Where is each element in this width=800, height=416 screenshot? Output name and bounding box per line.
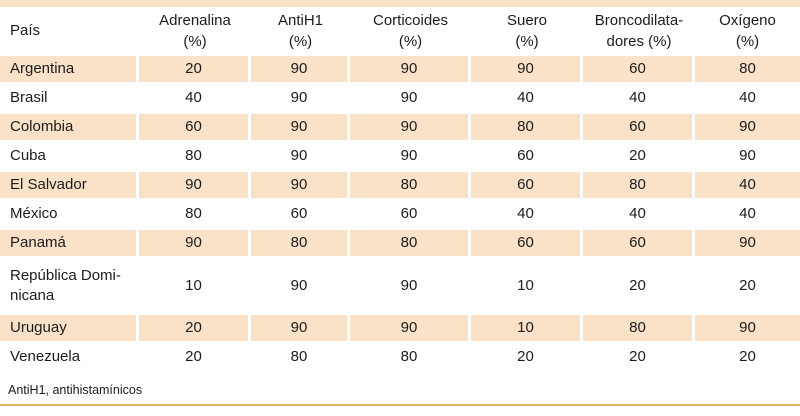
table-header: País Adrenalina (%) AntiH1 (%) Corticoides … [0, 7, 800, 56]
table-row: Panamá 90 80 80 60 60 90 [0, 230, 800, 259]
value-cell: 60 [251, 201, 350, 230]
value-cell: 20 [695, 344, 800, 373]
table-row: Argentina 20 90 90 90 60 80 [0, 56, 800, 85]
value-cell: 90 [695, 230, 800, 259]
value-cell: 80 [350, 344, 471, 373]
column-header-antih1: AntiH1 (%) [251, 7, 350, 56]
value-cell: 80 [695, 56, 800, 85]
value-cell: 60 [139, 114, 251, 143]
value-cell: 10 [471, 315, 583, 344]
country-cell: República Domi- nicana [0, 259, 139, 315]
value-cell: 40 [695, 172, 800, 201]
value-cell: 60 [583, 114, 695, 143]
value-cell: 80 [471, 114, 583, 143]
footnote: AntiH1, antihistamínicos [8, 383, 143, 397]
value-cell: 90 [251, 143, 350, 172]
value-cell: 90 [695, 143, 800, 172]
country-cell: Uruguay [0, 315, 139, 344]
top-accent-band [0, 0, 800, 7]
value-cell: 80 [251, 344, 350, 373]
bottom-rule [0, 404, 800, 406]
value-cell: 60 [583, 230, 695, 259]
value-cell: 90 [139, 172, 251, 201]
column-header-oxigeno: Oxígeno (%) [695, 7, 800, 56]
value-cell: 20 [583, 259, 695, 315]
value-cell: 90 [350, 315, 471, 344]
value-cell: 20 [139, 56, 251, 85]
value-cell: 90 [350, 114, 471, 143]
column-header-pais: País [0, 7, 139, 56]
country-cell: Argentina [0, 56, 139, 85]
table-row: República Domi- nicana 10 90 90 10 20 20 [0, 259, 800, 315]
value-cell: 80 [350, 172, 471, 201]
value-cell: 60 [471, 230, 583, 259]
value-cell: 90 [695, 315, 800, 344]
country-cell: México [0, 201, 139, 230]
table-row: El Salvador 90 90 80 60 80 40 [0, 172, 800, 201]
treatment-table: País Adrenalina (%) AntiH1 (%) Corticoides … [0, 7, 800, 373]
value-cell: 90 [251, 172, 350, 201]
country-cell: Cuba [0, 143, 139, 172]
value-cell: 20 [695, 259, 800, 315]
value-cell: 90 [350, 85, 471, 114]
table-row: Venezuela 20 80 80 20 20 20 [0, 344, 800, 373]
country-cell: El Salvador [0, 172, 139, 201]
value-cell: 40 [695, 85, 800, 114]
column-header-corticoides: Corticoides (%) [350, 7, 471, 56]
table-row: Colombia 60 90 90 80 60 90 [0, 114, 800, 143]
value-cell: 60 [471, 143, 583, 172]
value-cell: 90 [251, 315, 350, 344]
value-cell: 80 [251, 230, 350, 259]
value-cell: 90 [350, 259, 471, 315]
country-cell: Brasil [0, 85, 139, 114]
value-cell: 20 [471, 344, 583, 373]
value-cell: 10 [139, 259, 251, 315]
value-cell: 60 [350, 201, 471, 230]
table-row: México 80 60 60 40 40 40 [0, 201, 800, 230]
value-cell: 80 [583, 172, 695, 201]
value-cell: 20 [583, 344, 695, 373]
value-cell: 80 [350, 230, 471, 259]
table-body: Argentina 20 90 90 90 60 80 Brasil 40 90 90 40 40 40 C… [0, 56, 800, 373]
value-cell: 90 [251, 85, 350, 114]
column-header-suero: Suero (%) [471, 7, 583, 56]
value-cell: 40 [583, 85, 695, 114]
column-header-broncodilatadores: Broncodilata- dores (%) [583, 7, 695, 56]
column-header-adrenalina: Adrenalina (%) [139, 7, 251, 56]
value-cell: 90 [695, 114, 800, 143]
value-cell: 60 [583, 56, 695, 85]
value-cell: 90 [350, 143, 471, 172]
value-cell: 40 [139, 85, 251, 114]
table-row: Uruguay 20 90 90 10 80 90 [0, 315, 800, 344]
country-cell: Colombia [0, 114, 139, 143]
header-row: País Adrenalina (%) AntiH1 (%) Corticoides … [0, 7, 800, 56]
value-cell: 40 [471, 201, 583, 230]
country-cell: Venezuela [0, 344, 139, 373]
value-cell: 10 [471, 259, 583, 315]
value-cell: 80 [139, 143, 251, 172]
value-cell: 40 [583, 201, 695, 230]
value-cell: 90 [251, 56, 350, 85]
country-cell: Panamá [0, 230, 139, 259]
value-cell: 90 [350, 56, 471, 85]
table-row: Brasil 40 90 90 40 40 40 [0, 85, 800, 114]
value-cell: 90 [251, 114, 350, 143]
value-cell: 40 [471, 85, 583, 114]
value-cell: 80 [583, 315, 695, 344]
value-cell: 20 [139, 315, 251, 344]
table-row: Cuba 80 90 90 60 20 90 [0, 143, 800, 172]
value-cell: 90 [471, 56, 583, 85]
value-cell: 20 [583, 143, 695, 172]
value-cell: 40 [695, 201, 800, 230]
value-cell: 90 [251, 259, 350, 315]
value-cell: 80 [139, 201, 251, 230]
value-cell: 90 [139, 230, 251, 259]
value-cell: 20 [139, 344, 251, 373]
value-cell: 60 [471, 172, 583, 201]
